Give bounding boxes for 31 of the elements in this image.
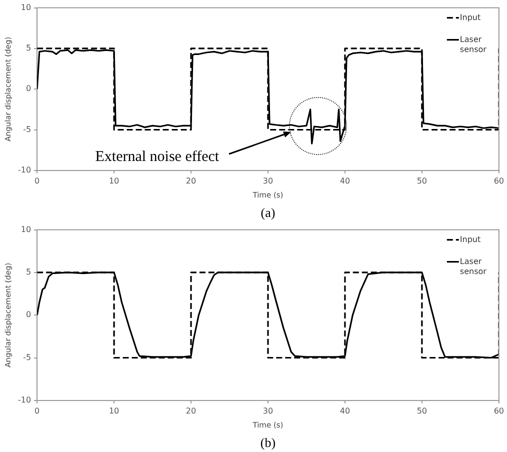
text: (a) [260, 204, 276, 220]
x-tick-label: 50 [416, 406, 428, 416]
x-tick-label: 60 [494, 406, 504, 416]
text: (b) [260, 434, 276, 450]
legend-label: Input [460, 234, 481, 244]
x-tick-label: 30 [262, 406, 274, 416]
x-tick-label: 40 [340, 406, 350, 416]
x-tick-label: 10 [108, 176, 120, 186]
x-tick-label: 40 [340, 176, 350, 186]
x-tick-label: 30 [262, 176, 274, 186]
annotation: External noise effect [95, 149, 220, 166]
y-tick-label: 0 [26, 310, 32, 320]
x-tick-label: 0 [34, 176, 40, 186]
x-tick-label: 60 [494, 176, 504, 186]
legend-label: Laser sensor [460, 256, 488, 276]
y-tick-label: -5 [23, 352, 32, 362]
x-tick-label: 10 [108, 406, 120, 416]
legend-label: Input [460, 12, 481, 22]
y-tick-label: -10 [18, 165, 32, 174]
y-tick-label: 10 [20, 224, 32, 234]
y-tick-label: -5 [23, 124, 32, 134]
y-tick-label: 5 [26, 44, 32, 53]
y-tick-label: 0 [26, 84, 32, 94]
x-tick-label: 20 [186, 176, 196, 186]
x-tick-label: 20 [186, 406, 196, 416]
y-tick-label: -10 [18, 395, 32, 404]
y-tick-label: 10 [20, 2, 32, 12]
x-tick-label: 50 [416, 176, 428, 186]
legend-label: Laser sensor [460, 34, 488, 54]
y-tick-label: 5 [26, 268, 32, 277]
x-tick-label: 0 [34, 406, 40, 416]
